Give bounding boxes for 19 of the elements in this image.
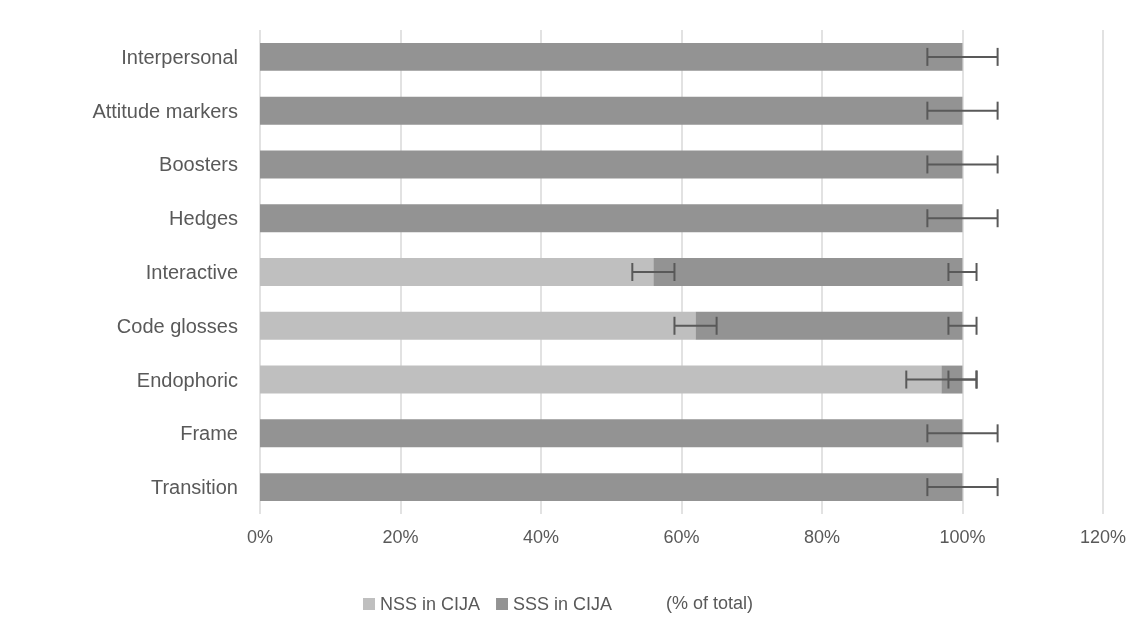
y-tick-label: Code glosses xyxy=(116,314,238,337)
x-tick-label: 60% xyxy=(663,527,700,547)
y-tick-label: Hedges xyxy=(169,207,238,230)
y-tick-label: Frame xyxy=(180,422,238,445)
y-tick-label: Interactive xyxy=(145,261,238,283)
legend-label: NSS in CIJA xyxy=(380,594,481,614)
y-tick-label: Interpersonal xyxy=(121,45,238,68)
y-tick-label: Transition xyxy=(150,476,238,499)
x-tick-label: 80% xyxy=(803,527,840,547)
y-tick-label: Attitude markers xyxy=(92,99,238,122)
x-tick-label: 40% xyxy=(522,527,560,547)
y-tick-label: Endophoric xyxy=(136,368,238,391)
x-tick-label: 120% xyxy=(1079,527,1126,547)
y-tick-label: Boosters xyxy=(159,153,238,176)
x-tick-label: 100% xyxy=(939,527,986,547)
x-tick-label: 20% xyxy=(382,527,419,547)
text: (% of total) xyxy=(666,593,754,613)
legend-label: SSS in CIJA xyxy=(513,594,613,614)
x-tick-label: 0% xyxy=(246,527,274,547)
